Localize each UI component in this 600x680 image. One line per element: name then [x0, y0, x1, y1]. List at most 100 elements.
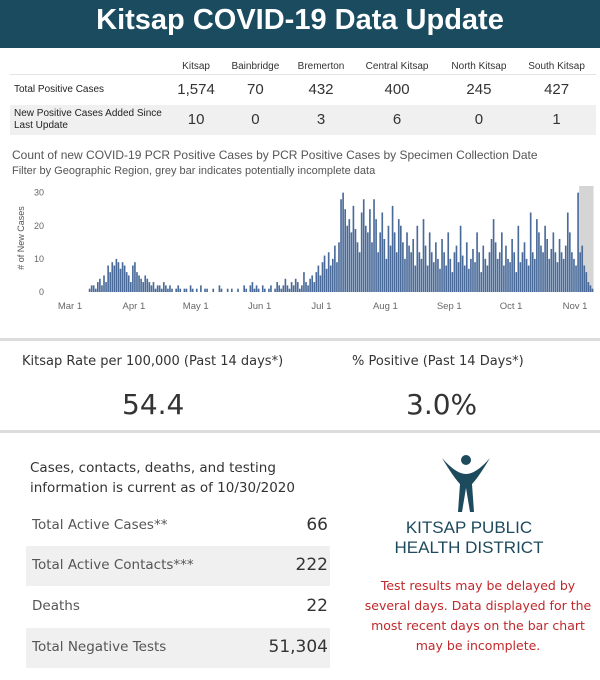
bar	[183, 288, 186, 292]
bar	[148, 282, 151, 292]
bar	[309, 278, 311, 292]
bar	[249, 285, 252, 292]
bar	[99, 278, 101, 292]
bar	[171, 288, 173, 292]
bar	[177, 285, 180, 292]
bar	[521, 252, 524, 292]
bar	[377, 252, 379, 292]
section-divider	[0, 430, 600, 433]
bar	[494, 242, 497, 292]
bar	[373, 199, 375, 292]
bar	[579, 252, 581, 292]
bar	[558, 239, 561, 292]
percent-positive-label: % Positive (Past 14 Days*)	[352, 354, 524, 369]
table-cell: 70	[247, 81, 264, 99]
stat-row-active-contacts: Total Active Contacts*** 222	[26, 546, 330, 586]
bar	[476, 232, 478, 292]
stat-value: 51,304	[268, 637, 328, 657]
bar	[136, 272, 138, 292]
bar	[482, 245, 485, 292]
bar	[414, 265, 417, 292]
bar	[307, 285, 309, 292]
bar	[107, 265, 109, 292]
row-label: Total Positive Cases	[14, 83, 105, 95]
bar	[562, 258, 565, 292]
bar	[200, 285, 202, 292]
bar	[463, 265, 466, 292]
bar	[156, 285, 159, 292]
page-title: Kitsap COVID-19 Data Update	[96, 4, 504, 36]
chart-title: Count of new COVID-19 PCR Positive Cases…	[12, 148, 538, 162]
stat-value: 222	[295, 555, 328, 575]
bar	[513, 252, 516, 292]
stat-row-active-cases: Total Active Cases** 66	[26, 506, 330, 546]
bar	[105, 282, 107, 292]
stat-label: Total Active Contacts***	[32, 557, 194, 573]
bar	[212, 288, 215, 292]
bar	[245, 288, 248, 292]
bar	[319, 275, 322, 292]
bar	[301, 285, 303, 292]
bar	[340, 199, 342, 292]
bar	[323, 255, 326, 292]
bar	[257, 288, 260, 292]
table-cell: 1,574	[177, 81, 215, 99]
bar	[560, 252, 563, 292]
x-tick-label: Aug 1	[373, 301, 398, 312]
bar	[566, 212, 569, 292]
bar	[162, 282, 165, 292]
table-cell: 400	[384, 81, 410, 99]
x-tick-label: Oct 1	[500, 301, 523, 312]
bar	[556, 262, 559, 292]
bar	[276, 282, 278, 292]
bar	[132, 265, 134, 292]
bar	[144, 275, 147, 292]
bar	[263, 288, 266, 292]
bar	[441, 239, 443, 292]
bar	[288, 288, 291, 292]
y-tick-label: 20	[34, 221, 44, 231]
bar	[536, 219, 538, 292]
bar	[503, 265, 505, 292]
bar	[430, 252, 433, 292]
x-tick-label: Mar 1	[58, 301, 82, 312]
bar	[364, 225, 367, 292]
stat-label: Total Active Cases**	[32, 517, 168, 533]
bar	[286, 285, 289, 292]
bar	[449, 258, 452, 292]
bar	[505, 245, 507, 292]
bar	[509, 262, 511, 292]
bar	[418, 252, 421, 292]
bar	[336, 262, 338, 292]
bar	[492, 219, 495, 292]
bar	[410, 252, 412, 292]
bar	[406, 232, 408, 292]
bar	[583, 265, 586, 292]
table-cell: 10	[187, 111, 205, 128]
column-header: Bainbridge	[231, 60, 280, 72]
bar	[313, 282, 316, 292]
bar	[585, 272, 588, 292]
bar	[531, 252, 534, 292]
bar	[294, 278, 297, 292]
bar	[397, 219, 400, 292]
bar	[119, 268, 122, 292]
stat-label: Total Negative Tests	[32, 639, 167, 655]
bar	[587, 282, 590, 292]
bar	[327, 252, 330, 292]
bar	[360, 212, 363, 292]
bar	[428, 232, 431, 292]
bar	[103, 275, 105, 292]
bar	[165, 285, 167, 292]
bar	[138, 275, 140, 292]
bar	[129, 282, 132, 292]
section-divider	[0, 338, 600, 341]
bar	[367, 232, 369, 292]
column-header: North Kitsap	[451, 60, 507, 72]
bar	[92, 285, 95, 292]
table-cell: 6	[392, 111, 402, 128]
rate-value: 54.4	[122, 388, 185, 421]
bar	[195, 288, 198, 292]
bar	[385, 258, 388, 292]
table-cell: 427	[544, 81, 570, 99]
